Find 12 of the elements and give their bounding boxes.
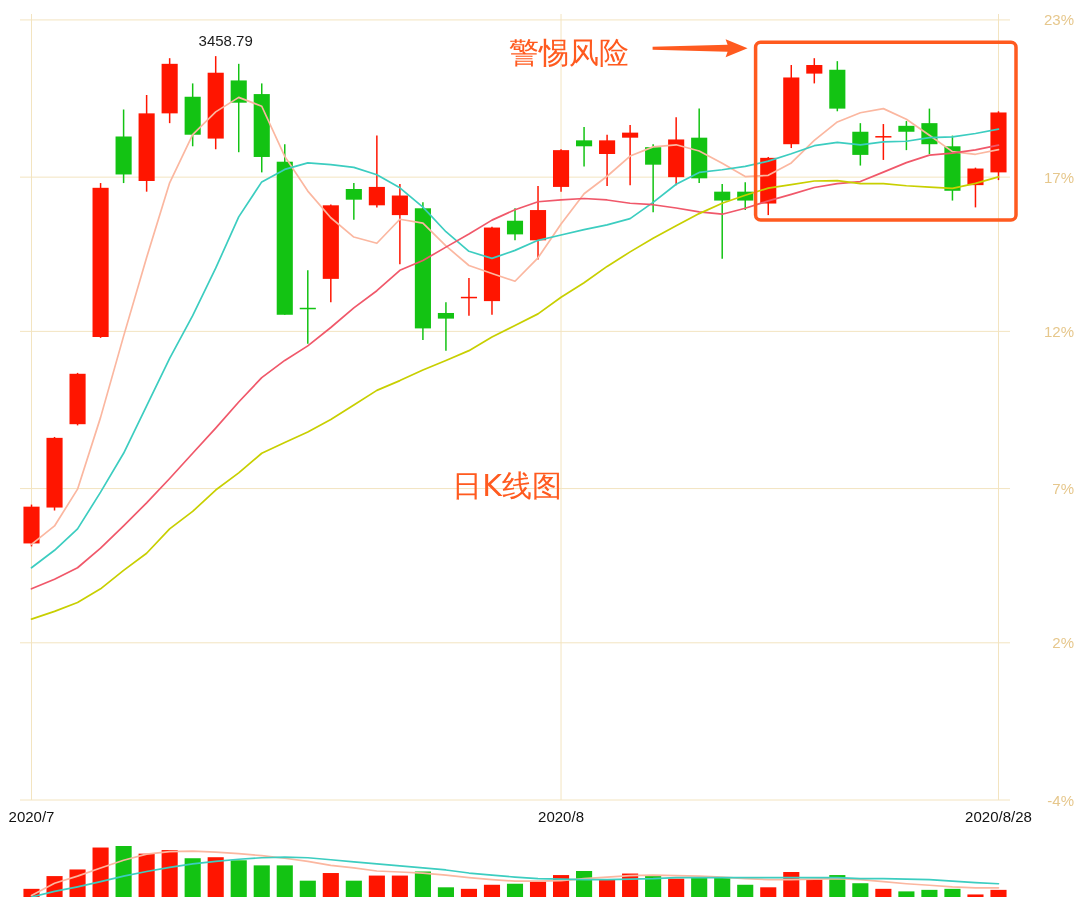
x-tick-label: 2020/8/28 (965, 807, 1032, 825)
annotation: 3458.79 (198, 32, 253, 50)
y-tick-label: -4% (1047, 791, 1074, 809)
y-tick-label: 17% (1043, 168, 1074, 186)
y-tick-label: 2% (1052, 634, 1074, 652)
annotation: 警惕风险 (508, 34, 629, 70)
annotation: 日K线图 (452, 468, 562, 504)
x-tick-label: 2020/7 (8, 807, 55, 825)
x-tick-label: 2020/8 (538, 807, 584, 825)
y-tick-label: 12% (1043, 322, 1074, 340)
y-tick-label: 7% (1052, 480, 1074, 498)
y-tick-label: 23% (1043, 11, 1074, 29)
